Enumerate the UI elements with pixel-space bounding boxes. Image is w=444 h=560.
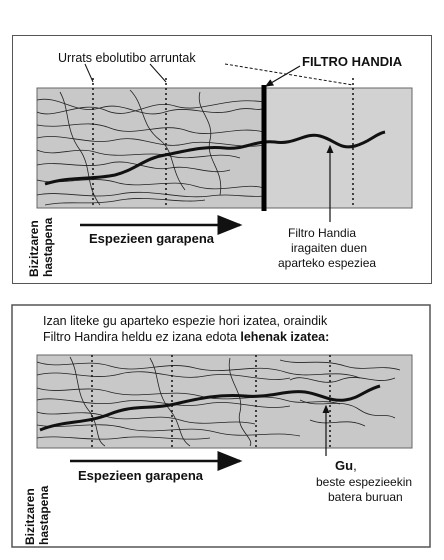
caption-line-1: Izan liteke gu aparteko espezie hori iza… <box>43 314 328 328</box>
bottom-species-lineages <box>36 356 401 447</box>
bottom-panel <box>11 304 431 548</box>
svg-text:hastapena: hastapena <box>37 485 51 545</box>
leader-to-step-2 <box>149 63 167 83</box>
svg-text:Bizitzaren: Bizitzaren <box>27 220 41 277</box>
us-label: Gu, beste espezieekin batera buruan <box>316 458 412 504</box>
leader-to-step-3 <box>224 63 354 86</box>
top-rare-species-line <box>44 130 386 186</box>
svg-text:hastapena: hastapena <box>41 217 55 277</box>
rare-species-label: Filtro Handia iragaiten duen aparteko es… <box>278 226 376 270</box>
top-species-lineages <box>36 89 265 206</box>
origin-of-life-label-top: Bizitzaren hastapena <box>27 217 55 277</box>
great-filter-label: FILTRO HANDIA <box>302 54 403 69</box>
bottom-our-species-line <box>39 384 381 432</box>
species-development-label-top: Espezieen garapena <box>89 231 215 246</box>
svg-text:Bizitzaren: Bizitzaren <box>23 488 37 545</box>
svg-text:iragaiten duen: iragaiten duen <box>291 241 367 255</box>
svg-text:aparteko espeziea: aparteko espeziea <box>278 256 376 270</box>
svg-text:Gu,: Gu, <box>335 458 357 473</box>
evolutionary-steps-label: Urrats ebolutibo arruntak <box>58 51 196 65</box>
svg-text:beste espezieekin: beste espezieekin <box>316 475 412 489</box>
species-development-label-bottom: Espezieen garapena <box>78 468 204 483</box>
svg-text:batera buruan: batera buruan <box>328 490 403 504</box>
svg-text:Filtro Handia: Filtro Handia <box>288 226 356 240</box>
top-post-filter-band <box>263 87 413 209</box>
leader-to-filter <box>264 65 301 87</box>
leader-to-step-1 <box>84 63 94 83</box>
origin-of-life-label-bottom: Bizitzaren hastapena <box>23 485 51 545</box>
caption-line-2: Filtro Handira heldu ez izana edota lehe… <box>43 330 329 344</box>
